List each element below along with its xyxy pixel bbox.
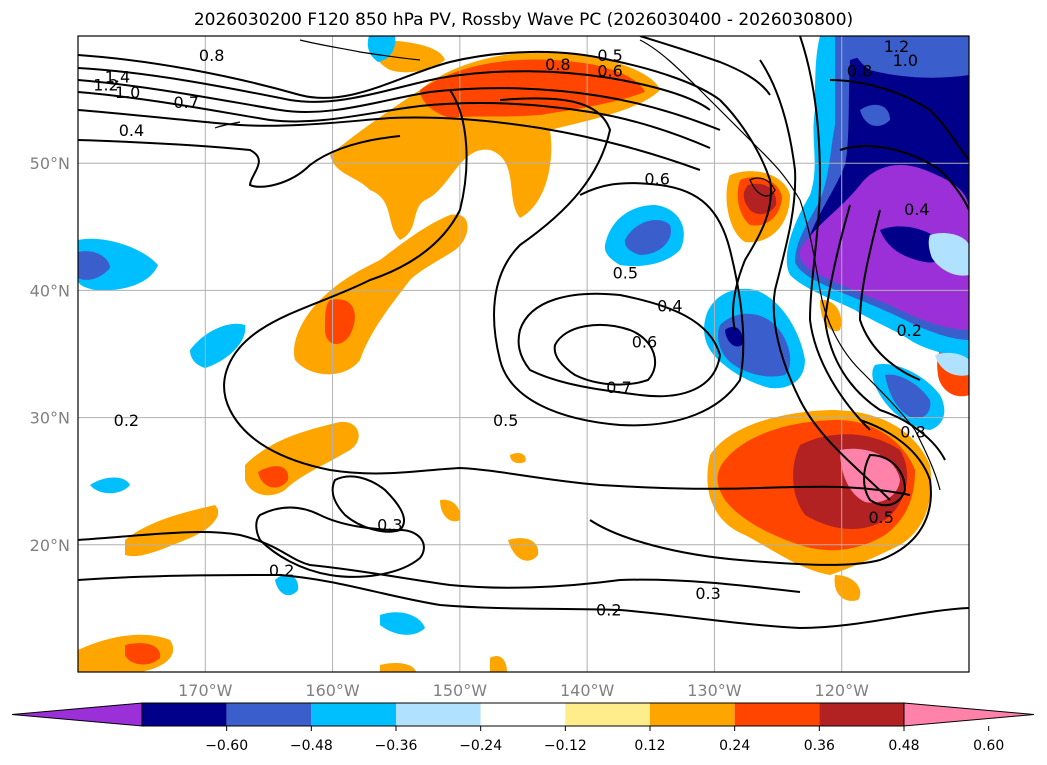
colorbar-extend-max [903, 702, 1035, 727]
contour-label: 0.4 [119, 121, 144, 140]
colorbar-tick-label: −0.48 [290, 738, 333, 754]
contour-label: 0.8 [199, 46, 224, 65]
lon-tick-label: 170°W [178, 681, 233, 700]
coastlines [214, 39, 941, 491]
pv-contours [78, 36, 969, 630]
contour-label: 0.5 [493, 411, 518, 430]
contour-label: 1.0 [115, 83, 140, 102]
contour-label: 0.5 [613, 264, 638, 283]
contour-label: 0.6 [632, 332, 657, 351]
colorbar: −0.60 −0.48 −0.36 −0.24 −0.12 0.12 0.24 0.36 0.4… [11, 702, 1035, 754]
contour-label: 0.6 [597, 61, 622, 80]
contour-label: 0.5 [868, 508, 893, 527]
colorbar-swatch [142, 703, 227, 726]
contour-label: 0.3 [377, 515, 402, 534]
contour-label: 0.7 [606, 378, 631, 397]
colorbar-swatch [819, 703, 904, 726]
contour-label: 0.8 [545, 55, 570, 74]
contour-label: 0.3 [695, 584, 720, 603]
colorbar-tick-label: −0.36 [375, 738, 418, 754]
contour-label: 0.2 [596, 601, 621, 620]
colorbar-outline [141, 702, 905, 727]
lat-tick-label: 20°N [30, 536, 70, 555]
lon-tick-label: 130°W [687, 681, 742, 700]
map-gridlines [78, 36, 969, 672]
contour-label: 0.8 [900, 423, 925, 442]
latitude-labels: 20°N 30°N 40°N 50°N [30, 154, 70, 555]
colorbar-tick-label: 0.60 [973, 738, 1004, 754]
colorbar-tick-label: −0.12 [544, 738, 587, 754]
lon-tick-label: 120°W [815, 681, 870, 700]
contour-label: 1.2 [93, 75, 118, 94]
colorbar-tick-label: 0.36 [804, 738, 835, 754]
contour-label: 0.2 [896, 321, 921, 340]
colorbar-swatch [396, 703, 481, 726]
lon-tick-label: 150°W [433, 681, 488, 700]
contour-label: 0.7 [173, 93, 198, 112]
colorbar-swatch [650, 703, 735, 726]
contour-labels: 1.41.21.00.80.70.40.8 0.50.60.60.50.40.60… [93, 37, 929, 620]
lon-tick-label: 160°W [305, 681, 360, 700]
map-title: 2026030200 F120 850 hPa PV, Rossby Wave … [193, 10, 854, 30]
lat-tick-label: 40°N [30, 281, 70, 300]
colorbar-swatch [480, 703, 566, 726]
colorbar-tick-label: 0.24 [719, 738, 750, 754]
colorbar-tick-label: −0.60 [205, 738, 248, 754]
colorbar-swatch [565, 703, 650, 726]
contour-label: 0.6 [644, 169, 669, 188]
lat-tick-label: 50°N [30, 154, 70, 173]
contour-label: 0.5 [597, 46, 622, 65]
contour-label: 1.0 [893, 51, 918, 70]
colorbar-tick-label: −0.24 [459, 738, 502, 754]
colorbar-swatch [311, 703, 396, 726]
colorbar-tick-label: 0.48 [888, 738, 919, 754]
colorbar-swatch [734, 703, 820, 726]
contour-label: 1.2 [884, 37, 909, 56]
contour-label: 0.2 [269, 561, 294, 580]
map-frame [77, 35, 970, 673]
contour-label: 0.8 [847, 61, 872, 80]
lon-tick-label: 140°W [560, 681, 615, 700]
lat-tick-label: 30°N [30, 409, 70, 428]
contour-label: 0.4 [657, 297, 682, 316]
contour-label: 0.2 [114, 411, 139, 430]
colorbar-extend-min [11, 702, 143, 727]
contour-label: 1.4 [105, 68, 130, 87]
contour-label: 0.4 [904, 200, 929, 219]
colorbar-swatch [226, 703, 312, 726]
longitude-labels: 170°W 160°W 150°W 140°W 130°W 120°W [178, 681, 869, 700]
colorbar-tick-label: 0.12 [634, 738, 665, 754]
